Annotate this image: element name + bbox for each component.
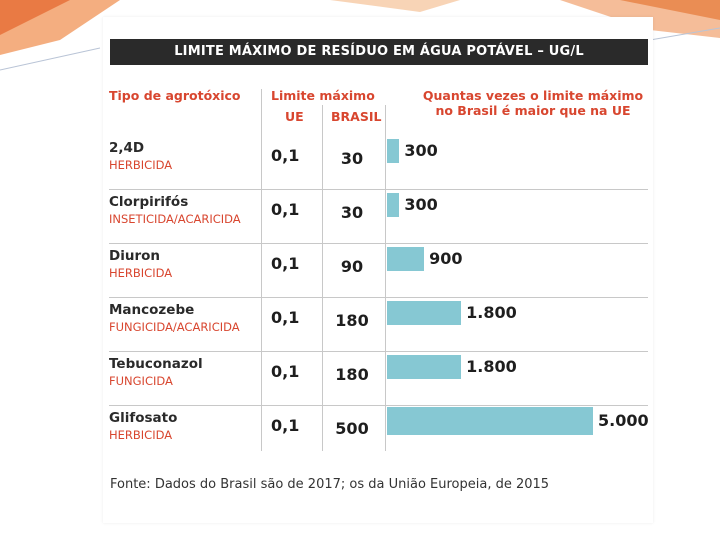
column-divider — [322, 105, 323, 451]
row-divider — [109, 351, 648, 352]
source-note: Fonte: Dados do Brasil são de 2017; os d… — [110, 477, 550, 492]
pesticide-name: Mancozebe — [109, 302, 195, 318]
ue-limit-value: 0,1 — [271, 416, 300, 435]
ratio-label: 900 — [429, 249, 463, 268]
ratio-bar — [387, 193, 400, 217]
ue-limit-value: 0,1 — [271, 254, 300, 273]
ratio-label: 300 — [404, 195, 438, 214]
brasil-limit-value: 90 — [340, 257, 364, 276]
brasil-limit-value: 30 — [340, 149, 364, 168]
header-ratio-line2: no Brasil é maior que na UE — [435, 103, 631, 118]
row-divider — [109, 243, 648, 244]
ratio-bar — [387, 139, 400, 163]
brasil-limit-value: 30 — [340, 203, 364, 222]
ratio-bar — [387, 407, 593, 435]
ratio-label: 1.800 — [466, 357, 517, 376]
pesticide-type: FUNGICIDA — [109, 374, 173, 388]
header-ratio: Quantas vezes o limite máximo no Brasil … — [413, 88, 653, 118]
pesticide-type: INSETICIDA/ACARICIDA — [109, 212, 241, 226]
header-ratio-line1: Quantas vezes o limite máximo — [422, 88, 644, 103]
ratio-label: 1.800 — [466, 303, 517, 322]
header-limit: Limite máximo — [271, 88, 375, 103]
brasil-limit-value: 180 — [335, 311, 369, 330]
pesticide-name: Tebuconazol — [109, 356, 203, 372]
ue-limit-value: 0,1 — [271, 146, 300, 165]
pesticide-type: FUNGICIDA/ACARICIDA — [109, 320, 240, 334]
pesticide-type: HERBICIDA — [109, 428, 173, 442]
brasil-limit-value: 500 — [335, 419, 369, 438]
column-divider — [385, 105, 386, 451]
ue-limit-value: 0,1 — [271, 200, 300, 219]
chart-title: LIMITE MÁXIMO DE RESÍDUO EM ÁGUA POTÁVEL… — [110, 39, 648, 65]
row-divider — [109, 297, 648, 298]
ratio-bar — [387, 301, 462, 325]
infographic-card: LIMITE MÁXIMO DE RESÍDUO EM ÁGUA POTÁVEL… — [103, 17, 653, 523]
pesticide-name: Clorpirifós — [109, 194, 189, 210]
header-ue: UE — [285, 109, 304, 124]
header-brasil: BRASIL — [331, 109, 382, 124]
pesticide-type: HERBICIDA — [109, 158, 173, 172]
ue-limit-value: 0,1 — [271, 362, 300, 381]
brasil-limit-value: 180 — [335, 365, 369, 384]
ratio-label: 5.000 — [598, 411, 649, 430]
pesticide-name: Diuron — [109, 248, 160, 264]
row-divider — [109, 189, 648, 190]
ratio-bar — [387, 355, 462, 379]
pesticide-name: Glifosato — [109, 410, 178, 426]
ue-limit-value: 0,1 — [271, 308, 300, 327]
row-divider — [109, 405, 648, 406]
ratio-label: 300 — [404, 141, 438, 160]
pesticide-type: HERBICIDA — [109, 266, 173, 280]
header-type: Tipo de agrotóxico — [109, 88, 241, 103]
ratio-bar — [387, 247, 425, 271]
pesticide-name: 2,4D — [109, 140, 145, 156]
column-divider — [261, 89, 262, 451]
